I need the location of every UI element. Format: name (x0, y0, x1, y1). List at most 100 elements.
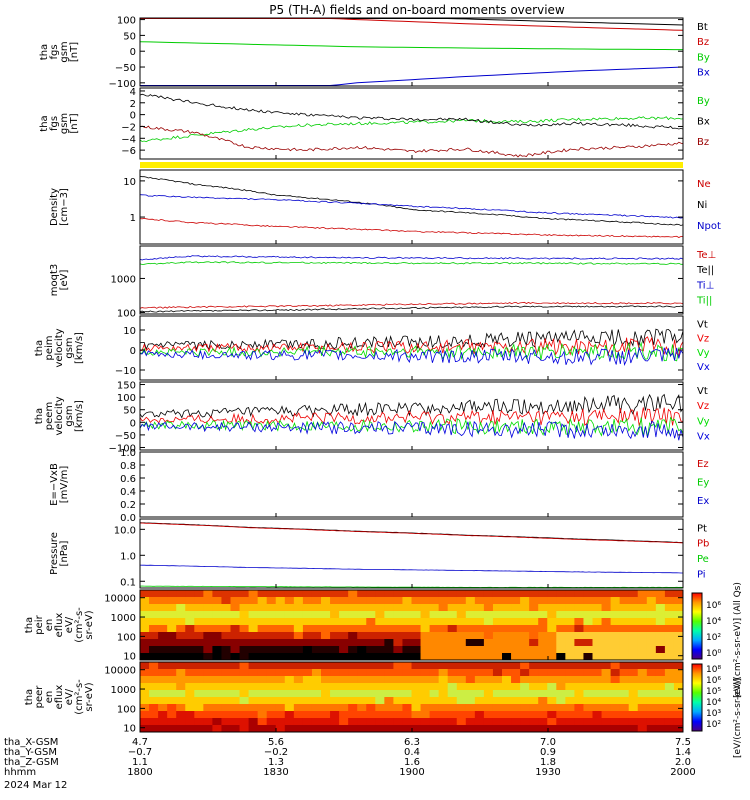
panel-frame-2 (139, 169, 684, 245)
spectrogram-cell (221, 611, 231, 619)
spectrogram-cell (302, 704, 313, 712)
spectrogram-cell (339, 611, 349, 619)
figure-title: P5 (TH-A) fields and on-board moments ov… (269, 3, 565, 17)
spectrogram-cell (366, 646, 376, 654)
spectrogram-cell (547, 611, 557, 619)
spectrogram-cell (556, 718, 566, 726)
spectrogram-cell (194, 653, 204, 661)
spectrogram-cell (302, 690, 313, 698)
spectrogram-cell (212, 639, 222, 647)
spectrogram-cell (637, 604, 648, 612)
y-axis-label: tha (24, 689, 35, 705)
spectrogram-cell (456, 725, 467, 733)
spectrogram-cell (502, 711, 512, 719)
spectrogram-cell (592, 718, 603, 726)
spectrogram-cell (655, 611, 666, 619)
spectrogram-cell (411, 669, 422, 677)
spectrogram-cell (465, 590, 476, 598)
spectrogram-cell (565, 653, 575, 661)
spectrogram-cell (366, 639, 376, 647)
spectrogram-cell (574, 604, 584, 612)
spectrogram-cell (149, 639, 159, 647)
spectrogram-cell (565, 704, 575, 712)
spectrogram-cell (456, 718, 467, 726)
y-tick-label: −6 (121, 146, 136, 157)
spectrogram-cell (366, 718, 376, 726)
y-tick-label: 10.0 (114, 525, 136, 536)
spectrogram-cell (592, 632, 603, 640)
spectrogram-cell (402, 683, 412, 691)
y-tick-label: 0.6 (120, 474, 136, 485)
spectrogram-cell (502, 690, 512, 698)
spectrogram-cell (203, 646, 213, 654)
series-line-5-2 (139, 416, 684, 437)
spectrogram-cell (655, 604, 666, 612)
spectrogram-cell (574, 669, 584, 677)
spectrogram-cell (655, 618, 666, 626)
spectrogram-cell (628, 683, 639, 691)
spectrogram-cell (411, 718, 422, 726)
spectrogram-cell (284, 590, 295, 598)
spectrogram-cell (185, 683, 195, 691)
spectrogram-cell (619, 611, 630, 619)
spectrogram-cell (239, 639, 250, 647)
spectrogram-cell (610, 662, 621, 670)
spectrogram-cell (474, 683, 485, 691)
spectrogram-cell (529, 690, 539, 698)
spectrogram-cell (447, 704, 458, 712)
spectrogram-cell (429, 725, 440, 733)
spectrogram-cell (511, 718, 521, 726)
y-axis-label: gsm (59, 113, 70, 134)
x-axis-value: −0.7 (128, 747, 152, 758)
y-axis-label: peem (44, 402, 55, 430)
spectrogram-cell (293, 618, 304, 626)
spectrogram-cell (158, 662, 168, 670)
spectrogram-cell (538, 639, 548, 647)
spectrogram-cell (465, 697, 476, 705)
spectrogram-cell (375, 604, 385, 612)
spectrogram-cell (628, 725, 639, 733)
spectrogram-cell (520, 618, 530, 626)
spectrogram-cell (239, 669, 250, 677)
spectrogram-cell (239, 632, 250, 640)
spectrogram-cell (275, 618, 286, 626)
spectrogram-cell (492, 725, 503, 733)
spectrogram-cell (185, 611, 195, 619)
spectrogram-cell (447, 646, 458, 654)
spectrogram-cell (339, 704, 349, 712)
spectrogram-cell (321, 611, 331, 619)
spectrogram-cell (230, 639, 241, 647)
spectrogram-cell (637, 639, 648, 647)
colorbar-tick: 10⁵ (706, 687, 721, 697)
spectrogram-cell (456, 639, 467, 647)
spectrogram-cell (547, 725, 557, 733)
spectrogram-cell (583, 718, 593, 726)
spectrogram-cell (529, 711, 539, 719)
x-axis-value: 1800 (127, 767, 152, 778)
spectrogram-cell (375, 676, 385, 684)
x-axis-value: 1900 (399, 767, 424, 778)
spectrogram-cell (149, 653, 159, 661)
spectrogram-cell (619, 618, 630, 626)
spectrogram-cell (483, 646, 494, 654)
spectrogram-cell (203, 597, 213, 605)
spectrogram-cell (194, 725, 204, 733)
spectrogram-cell (538, 697, 548, 705)
spectrogram-cell (619, 704, 630, 712)
spectrogram-cell (384, 690, 394, 698)
spectrogram-cell (321, 676, 331, 684)
spectrogram-cell (619, 662, 630, 670)
spectrogram-cell (520, 590, 530, 598)
y-axis-label: [km/s] (74, 332, 85, 364)
spectrogram-cell (149, 662, 159, 670)
spectrogram-cell (547, 625, 557, 633)
spectrogram-cell (275, 683, 286, 691)
y-axis-label: eflux (54, 685, 65, 710)
spectrogram-cell (592, 611, 603, 619)
spectrogram-cell (646, 611, 657, 619)
spectrogram-cell (185, 597, 195, 605)
spectrogram-cell (275, 653, 286, 661)
spectrogram-cell (619, 669, 630, 677)
spectrogram-cell (203, 653, 213, 661)
spectrogram-cell (248, 697, 259, 705)
